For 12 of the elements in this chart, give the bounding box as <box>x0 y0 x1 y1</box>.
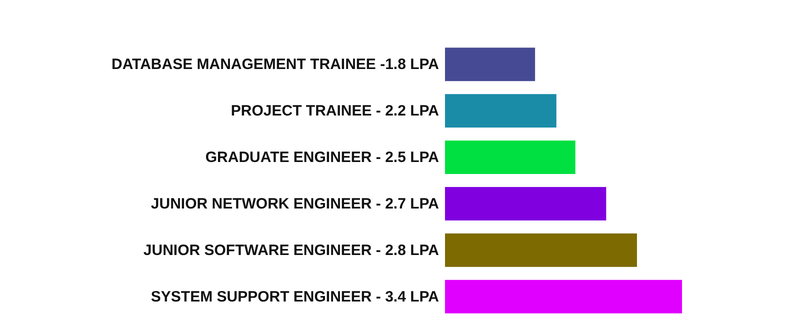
bar <box>445 94 556 128</box>
bar <box>445 233 637 267</box>
y-tick-label: PROJECT TRAINEE - 2.2 LPA <box>230 102 440 120</box>
bar <box>445 187 606 220</box>
y-tick-label: GRADUATE ENGINEER - 2.5 LPA <box>205 149 440 166</box>
bar <box>445 140 576 174</box>
y-tick-label: JUNIOR NETWORK ENGINEER - 2.7 LPA <box>150 196 440 213</box>
y-tick-label: DATABASE MANAGEMENT TRAINEE -1.8 LPA <box>111 56 440 74</box>
bar <box>445 48 536 82</box>
bar <box>445 280 682 314</box>
y-tick-label: SYSTEM SUPPORT ENGINEER - 3.4 LPA <box>150 288 440 306</box>
y-tick-label: JUNIOR SOFTWARE ENGINEER - 2.8 LPA <box>143 242 440 259</box>
